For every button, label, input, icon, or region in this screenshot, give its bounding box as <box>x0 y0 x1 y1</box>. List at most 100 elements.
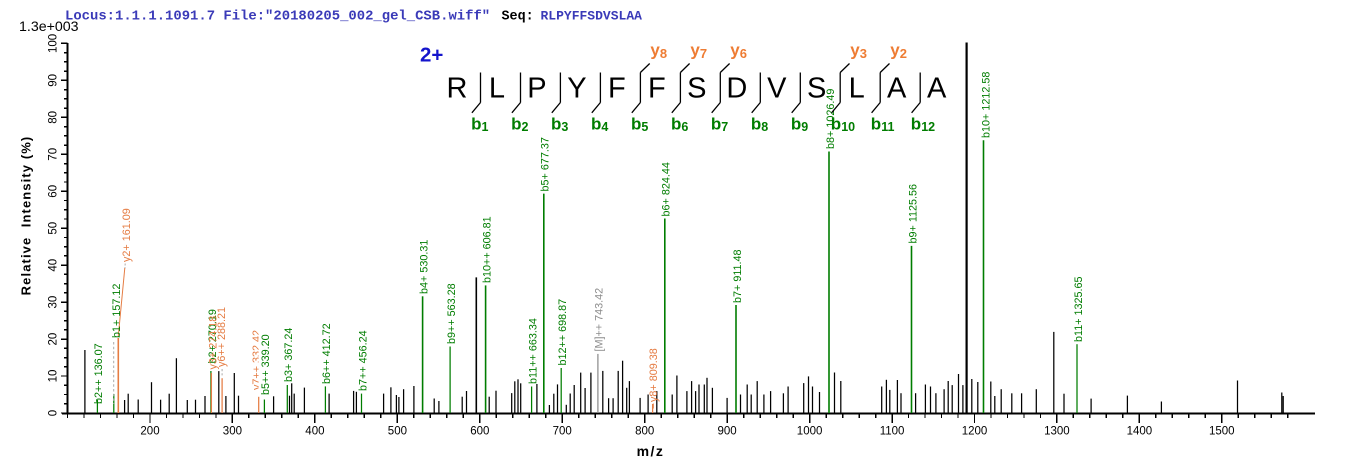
svg-text:0: 0 <box>48 410 60 416</box>
svg-text:y8+ 809.38: y8+ 809.38 <box>648 348 660 402</box>
svg-text:7: 7 <box>700 46 707 61</box>
svg-text:y: y <box>650 41 660 60</box>
svg-text:30: 30 <box>48 296 60 309</box>
svg-text:8: 8 <box>761 120 768 134</box>
svg-text:y: y <box>690 41 700 60</box>
svg-text:10: 10 <box>48 370 60 383</box>
svg-text:b12++ 698.87: b12++ 698.87 <box>557 299 569 366</box>
svg-text:20: 20 <box>48 333 60 346</box>
svg-text:S: S <box>687 72 706 104</box>
svg-text:S: S <box>807 72 826 104</box>
svg-text:1: 1 <box>482 120 489 134</box>
svg-text:b9++ 563.28: b9++ 563.28 <box>446 283 458 344</box>
svg-text:b: b <box>751 114 761 133</box>
svg-text:R: R <box>447 72 468 104</box>
svg-text:b11++ 663.34: b11++ 663.34 <box>527 318 539 384</box>
svg-text:L: L <box>489 72 505 104</box>
svg-text:b6+ 824.44: b6+ 824.44 <box>661 162 673 216</box>
svg-text:50: 50 <box>48 222 60 235</box>
svg-text:b: b <box>791 114 801 133</box>
svg-text:b: b <box>591 114 601 133</box>
svg-text:3: 3 <box>860 46 867 61</box>
svg-text:b2++ 136.07: b2++ 136.07 <box>93 343 105 404</box>
svg-text:b10++ 606.81: b10++ 606.81 <box>481 216 493 283</box>
svg-text:b8+ 1026.49: b8+ 1026.49 <box>825 89 837 149</box>
svg-text:y: y <box>850 41 860 60</box>
svg-text:1100: 1100 <box>880 426 905 438</box>
svg-text:y3+ 274.18: y3+ 274.18 <box>207 316 219 370</box>
svg-text:600: 600 <box>470 426 489 438</box>
svg-text:700: 700 <box>553 426 572 438</box>
svg-text:60: 60 <box>48 185 60 198</box>
svg-text:b9+ 1125.56: b9+ 1125.56 <box>907 184 919 244</box>
svg-text:9: 9 <box>801 120 808 134</box>
svg-text:b: b <box>911 114 921 133</box>
svg-text:b: b <box>551 114 561 133</box>
svg-text:y2+ 161.09: y2+ 161.09 <box>121 208 133 262</box>
svg-text:7: 7 <box>721 120 728 134</box>
svg-text:b6++ 412.72: b6++ 412.72 <box>321 323 333 384</box>
svg-text:b: b <box>831 114 841 133</box>
svg-text:P: P <box>527 72 546 104</box>
svg-text:90: 90 <box>48 74 60 87</box>
svg-text:F: F <box>608 72 626 104</box>
svg-text:y: y <box>730 41 740 60</box>
svg-text:b7++ 456.24: b7++ 456.24 <box>357 330 369 391</box>
svg-text:b7+ 911.48: b7+ 911.48 <box>732 249 744 303</box>
svg-text:b: b <box>631 114 641 133</box>
svg-text:500: 500 <box>388 426 407 438</box>
svg-text:b: b <box>671 114 681 133</box>
svg-text:Relative Intensity (%): Relative Intensity (%) <box>19 136 34 296</box>
svg-text:L: L <box>849 72 865 104</box>
svg-text:RLPYFFSDVSLAA: RLPYFFSDVSLAA <box>541 9 643 24</box>
svg-text:400: 400 <box>305 426 324 438</box>
svg-text:5: 5 <box>641 120 648 134</box>
svg-text:100: 100 <box>48 34 60 53</box>
svg-text:A: A <box>927 72 947 104</box>
svg-text:b2+ 270.19: b2+ 270.19 <box>207 309 219 363</box>
svg-text:3: 3 <box>561 120 568 134</box>
svg-text:1400: 1400 <box>1127 426 1153 438</box>
svg-text:70: 70 <box>48 148 60 161</box>
svg-text:b5+ 677.37: b5+ 677.37 <box>540 137 552 191</box>
svg-text:2: 2 <box>900 46 907 61</box>
svg-text:b4+ 530.31: b4+ 530.31 <box>418 240 430 294</box>
svg-text:V: V <box>767 72 787 104</box>
svg-text:Locus:1.1.1.1091.7 File:"20180: Locus:1.1.1.1091.7 File:"20180205_002_ge… <box>65 9 490 25</box>
svg-text:D: D <box>726 72 747 104</box>
svg-text:[M]++ 743.42: [M]++ 743.42 <box>594 288 606 352</box>
svg-text:A: A <box>887 72 907 104</box>
svg-text:8: 8 <box>660 46 667 61</box>
svg-text:6: 6 <box>740 46 747 61</box>
svg-text:m/z: m/z <box>637 443 665 459</box>
svg-text:1500: 1500 <box>1209 426 1235 438</box>
svg-text:200: 200 <box>140 426 159 438</box>
svg-text:Y: Y <box>567 72 586 104</box>
svg-text:b10+ 1212.58: b10+ 1212.58 <box>981 72 993 138</box>
svg-text:10: 10 <box>841 120 855 134</box>
svg-text:Seq:: Seq: <box>502 10 534 25</box>
svg-text:900: 900 <box>718 426 737 438</box>
svg-text:6: 6 <box>681 120 688 134</box>
svg-text:300: 300 <box>223 426 242 438</box>
svg-text:1.3e+003: 1.3e+003 <box>19 19 79 35</box>
svg-text:1300: 1300 <box>1044 426 1070 438</box>
svg-text:1000: 1000 <box>797 426 823 438</box>
svg-text:12: 12 <box>921 120 935 134</box>
svg-text:2: 2 <box>522 120 529 134</box>
svg-text:11: 11 <box>881 120 894 134</box>
svg-text:b1+ 157.12: b1+ 157.12 <box>111 284 123 338</box>
svg-text:b3+ 367.24: b3+ 367.24 <box>283 328 295 382</box>
svg-text:80: 80 <box>48 111 60 124</box>
svg-text:2+: 2+ <box>420 44 443 67</box>
svg-text:y6++ 288.21: y6++ 288.21 <box>216 307 228 367</box>
svg-text:b11+ 1325.65: b11+ 1325.65 <box>1073 276 1085 342</box>
svg-text:b: b <box>511 114 521 133</box>
svg-text:b5++ 339.20: b5++ 339.20 <box>260 334 272 395</box>
svg-text:b: b <box>871 114 881 133</box>
svg-text:b: b <box>471 114 481 133</box>
svg-text:b: b <box>711 114 721 133</box>
svg-text:40: 40 <box>48 259 60 272</box>
svg-text:800: 800 <box>635 426 654 438</box>
svg-text:F: F <box>648 72 666 104</box>
